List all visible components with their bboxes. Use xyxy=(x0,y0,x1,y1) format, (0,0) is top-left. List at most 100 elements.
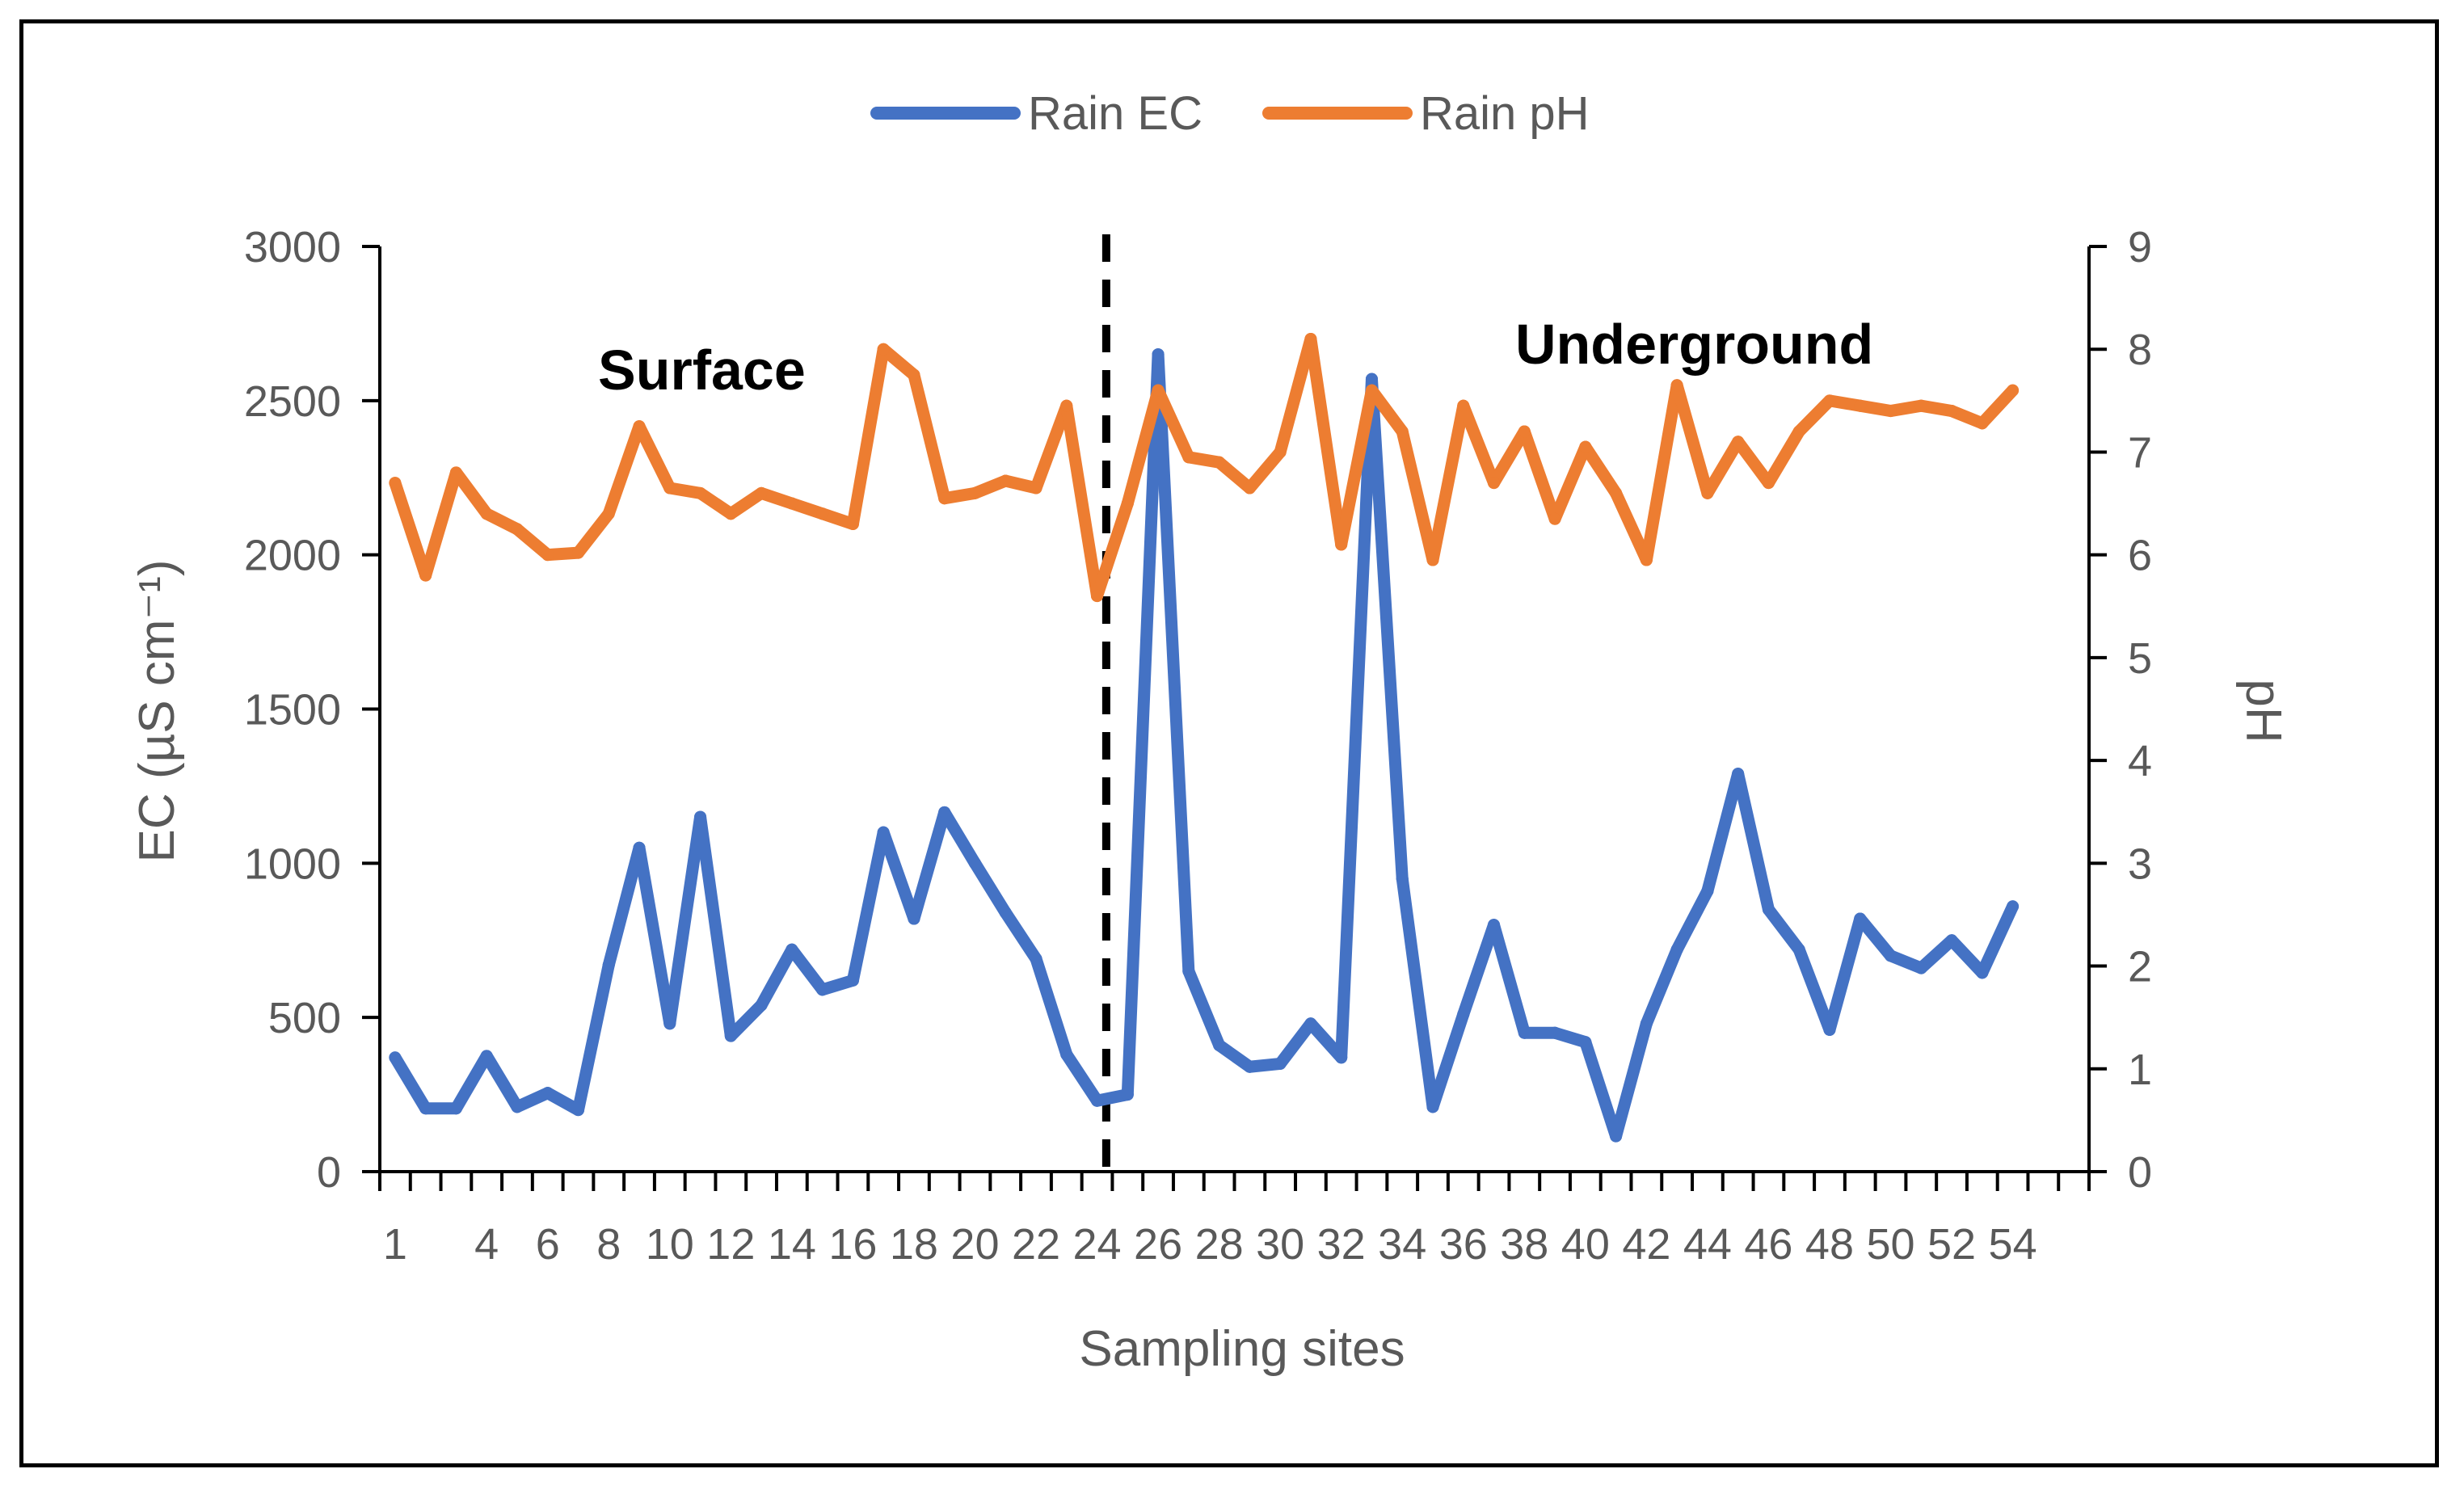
data-point xyxy=(480,507,493,520)
data-point xyxy=(1213,1039,1226,1052)
series-segment xyxy=(1548,440,1592,525)
data-point xyxy=(1792,425,1805,438)
x-tick-label: 54 xyxy=(1989,1220,2037,1269)
data-point xyxy=(511,1101,524,1113)
series-segment xyxy=(633,841,676,1030)
x-tick-label: 12 xyxy=(706,1220,755,1269)
data-point xyxy=(1121,1088,1134,1101)
data-point xyxy=(419,569,432,582)
data-point xyxy=(480,1050,493,1063)
series-segment xyxy=(1945,934,1989,979)
data-point xyxy=(1762,903,1775,916)
series-segment xyxy=(511,523,554,562)
data-point xyxy=(1792,943,1805,956)
series-segment xyxy=(389,477,432,582)
series-segment xyxy=(1396,872,1439,1113)
y-right-tick-label: 7 xyxy=(2128,428,2152,477)
data-point xyxy=(571,1104,584,1117)
data-point xyxy=(999,906,1012,919)
data-point xyxy=(786,943,798,956)
y-left-tick-label: 1500 xyxy=(244,686,341,734)
data-point xyxy=(389,477,402,490)
data-point xyxy=(1182,965,1195,978)
x-tick-label: 52 xyxy=(1927,1220,1976,1269)
series-segment xyxy=(724,999,768,1042)
series-segment xyxy=(480,1050,524,1113)
data-point xyxy=(1914,399,1927,412)
series-segment xyxy=(1060,399,1104,603)
data-point xyxy=(602,958,615,971)
series-rain-ec xyxy=(389,348,2020,1143)
data-point xyxy=(1213,456,1226,469)
annotation-underground: Underground xyxy=(1515,313,1873,376)
data-point xyxy=(1914,962,1927,974)
data-point xyxy=(1701,486,1714,499)
y-left-tick-label: 2500 xyxy=(244,377,341,426)
data-point xyxy=(786,497,798,510)
data-point xyxy=(571,546,584,559)
series-segment xyxy=(1426,1008,1470,1113)
x-tick-label: 34 xyxy=(1378,1220,1426,1269)
data-point xyxy=(1091,1094,1104,1107)
x-tick-label: 10 xyxy=(646,1220,694,1269)
series-segment xyxy=(1213,1039,1256,1073)
chart-frame xyxy=(19,19,2439,1467)
series-segment xyxy=(1732,768,1775,916)
data-point xyxy=(938,806,951,819)
series-segment xyxy=(1670,379,1714,499)
series-segment xyxy=(1823,912,1867,1036)
data-point xyxy=(1548,1026,1561,1039)
x-tick-label: 20 xyxy=(950,1220,999,1269)
x-tick-label: 1 xyxy=(383,1220,407,1269)
data-point xyxy=(1670,379,1683,392)
y-left-tick-label: 1000 xyxy=(244,840,341,888)
data-point xyxy=(908,912,920,925)
data-point xyxy=(1304,333,1317,345)
x-tick-label: 30 xyxy=(1256,1220,1304,1269)
series-segment xyxy=(938,806,981,869)
data-point xyxy=(755,486,768,499)
series-segment xyxy=(1121,384,1165,510)
x-tick-label: 40 xyxy=(1561,1220,1610,1269)
data-point xyxy=(1945,405,1958,418)
data-point xyxy=(1885,405,1897,418)
x-tick-label: 32 xyxy=(1317,1220,1366,1269)
series-segment xyxy=(1579,1036,1623,1143)
series-segment xyxy=(999,906,1042,966)
series-segment xyxy=(663,810,707,1030)
series-segment xyxy=(908,368,951,505)
series-segment xyxy=(724,486,768,520)
data-point xyxy=(1274,1057,1287,1070)
data-point xyxy=(1732,436,1745,448)
data-point xyxy=(1426,553,1439,566)
y-right-tick-label: 5 xyxy=(2128,634,2152,683)
y-right-tick-label: 6 xyxy=(2128,532,2152,580)
series-segment xyxy=(1762,425,1805,490)
series-segment xyxy=(1457,919,1501,1021)
x-tick-label: 4 xyxy=(474,1220,499,1269)
series-segment xyxy=(602,841,646,971)
data-point xyxy=(633,420,646,433)
data-point xyxy=(938,492,951,505)
x-tick-label: 6 xyxy=(536,1220,560,1269)
series-segment xyxy=(1701,436,1745,499)
data-point xyxy=(1243,482,1256,495)
y-left-tick-label: 0 xyxy=(317,1148,341,1197)
x-tick-label: 36 xyxy=(1439,1220,1488,1269)
x-tick-label: 28 xyxy=(1195,1220,1244,1269)
series-segment xyxy=(1335,372,1378,1064)
data-point xyxy=(541,549,554,562)
data-point xyxy=(724,1029,737,1042)
series-segment xyxy=(1060,1048,1104,1107)
data-point xyxy=(1640,553,1653,566)
y-right-tick-label: 8 xyxy=(2128,326,2152,374)
series-segment xyxy=(1792,394,1836,438)
x-tick-label: 18 xyxy=(890,1220,938,1269)
series-segment xyxy=(1610,1017,1653,1143)
series-segment xyxy=(1854,912,1897,962)
data-point xyxy=(1976,417,1989,430)
series-segment xyxy=(877,343,920,381)
data-point xyxy=(908,368,920,381)
